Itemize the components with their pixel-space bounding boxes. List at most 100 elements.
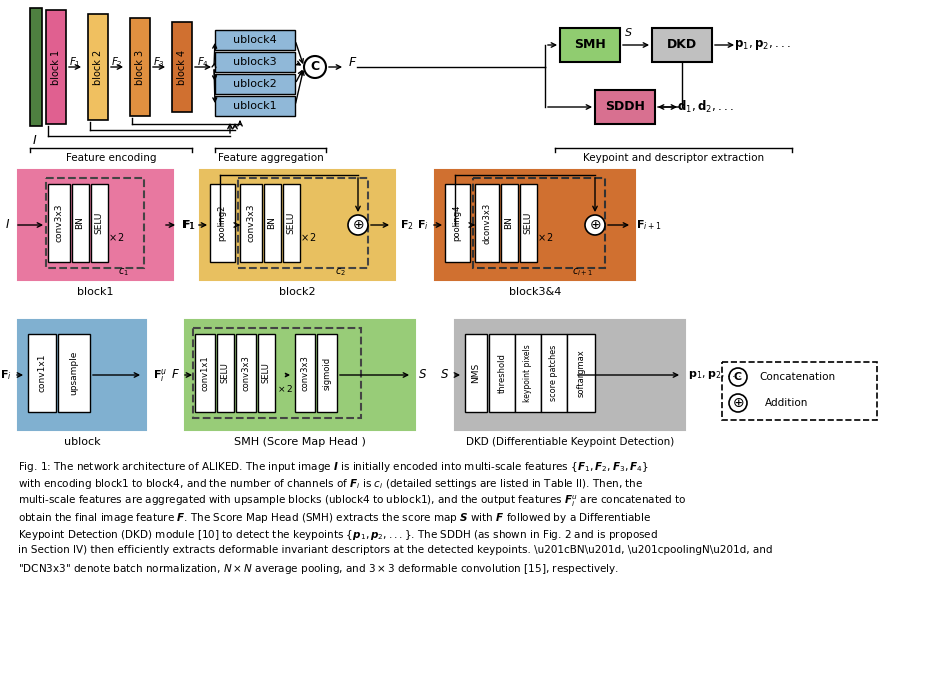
Text: $\times\,2$: $\times\,2$ bbox=[299, 231, 316, 243]
Bar bbox=[217, 334, 234, 412]
Text: DKD: DKD bbox=[666, 38, 696, 52]
Bar bbox=[514, 334, 541, 412]
Bar bbox=[240, 184, 262, 262]
Text: block 2: block 2 bbox=[93, 49, 103, 85]
Bar bbox=[58, 334, 89, 412]
Bar bbox=[195, 334, 215, 412]
Bar bbox=[238, 178, 367, 268]
Text: $\mathbf{F}_2$: $\mathbf{F}_2$ bbox=[400, 218, 413, 232]
Circle shape bbox=[585, 215, 605, 235]
Text: $F$: $F$ bbox=[170, 368, 179, 381]
Bar bbox=[171, 22, 191, 112]
Bar bbox=[474, 184, 499, 262]
Bar bbox=[88, 14, 108, 120]
Text: $S$: $S$ bbox=[624, 26, 632, 38]
Text: dconv3x3: dconv3x3 bbox=[482, 203, 491, 244]
Text: $c_2$: $c_2$ bbox=[334, 266, 345, 278]
Text: Concatenation: Concatenation bbox=[758, 372, 834, 382]
Text: multi-scale features are aggregated with upsample blocks (ublock4 to ublock1), a: multi-scale features are aggregated with… bbox=[18, 494, 685, 509]
Text: SELU: SELU bbox=[287, 212, 295, 234]
Text: $\oplus$: $\oplus$ bbox=[588, 218, 601, 232]
Text: SELU: SELU bbox=[261, 363, 270, 383]
Bar bbox=[215, 74, 295, 94]
Text: ublock2: ublock2 bbox=[233, 79, 277, 89]
Text: $\mathbf{F}_1$: $\mathbf{F}_1$ bbox=[181, 218, 195, 232]
Text: block1: block1 bbox=[77, 287, 113, 297]
Text: $F_2$: $F_2$ bbox=[111, 55, 123, 69]
Text: Addition: Addition bbox=[764, 398, 808, 408]
Text: Feature encoding: Feature encoding bbox=[66, 153, 156, 163]
Bar bbox=[465, 334, 486, 412]
Bar bbox=[594, 90, 654, 124]
Bar bbox=[200, 170, 394, 280]
Text: $S$: $S$ bbox=[440, 368, 449, 381]
Text: block 3: block 3 bbox=[135, 49, 145, 85]
Text: $\mathbf{p}_1, \mathbf{p}_2, ...$: $\mathbf{p}_1, \mathbf{p}_2, ...$ bbox=[733, 38, 789, 52]
Text: keypoint pixels: keypoint pixels bbox=[523, 344, 532, 402]
Text: block2: block2 bbox=[279, 287, 315, 297]
Text: ublock1: ublock1 bbox=[233, 101, 276, 111]
Bar bbox=[651, 28, 711, 62]
Bar bbox=[541, 334, 566, 412]
Circle shape bbox=[347, 215, 367, 235]
Text: $I$: $I$ bbox=[32, 133, 37, 146]
Bar bbox=[185, 320, 414, 430]
Bar bbox=[317, 334, 337, 412]
Text: DKD (Differentiable Keypoint Detection): DKD (Differentiable Keypoint Detection) bbox=[466, 437, 673, 447]
Text: C: C bbox=[310, 60, 319, 74]
Text: sigmoid: sigmoid bbox=[322, 357, 331, 390]
Bar bbox=[18, 320, 146, 430]
Bar bbox=[215, 30, 295, 50]
Text: $F_3$: $F_3$ bbox=[153, 55, 165, 69]
Text: $c_{i+1}$: $c_{i+1}$ bbox=[572, 266, 593, 278]
Text: $I$: $I$ bbox=[6, 218, 10, 232]
Bar bbox=[434, 170, 634, 280]
Text: $F$: $F$ bbox=[348, 56, 357, 69]
Bar bbox=[488, 334, 514, 412]
Bar bbox=[72, 184, 89, 262]
Circle shape bbox=[304, 56, 326, 78]
Text: SMH: SMH bbox=[573, 38, 605, 52]
Text: Fig. 1: The network architecture of ALIKED. The input image $\boldsymbol{I}$ is : Fig. 1: The network architecture of ALIK… bbox=[18, 460, 648, 474]
Bar bbox=[46, 178, 144, 268]
Text: SDDH: SDDH bbox=[605, 100, 645, 113]
Text: $\mathbf{p}_1, \mathbf{p}_2, ...$: $\mathbf{p}_1, \mathbf{p}_2, ...$ bbox=[687, 369, 742, 381]
Text: Feature aggregation: Feature aggregation bbox=[217, 153, 323, 163]
Bar bbox=[236, 334, 256, 412]
Text: threshold: threshold bbox=[497, 353, 506, 393]
Text: ublock3: ublock3 bbox=[233, 57, 276, 67]
Text: block 4: block 4 bbox=[177, 49, 187, 85]
Text: SMH (Score Map Head ): SMH (Score Map Head ) bbox=[234, 437, 366, 447]
Text: $\oplus$: $\oplus$ bbox=[731, 396, 744, 410]
Text: block 1: block 1 bbox=[51, 49, 61, 85]
Bar bbox=[454, 320, 684, 430]
Bar bbox=[520, 184, 536, 262]
Text: SELU: SELU bbox=[523, 212, 532, 234]
Text: obtain the final image feature $\boldsymbol{F}$. The Score Map Head (SMH) extrac: obtain the final image feature $\boldsym… bbox=[18, 511, 650, 525]
Bar bbox=[193, 328, 361, 418]
Text: "DCN3x3" denote batch normalization, $N \times N$ average pooling, and $3 \times: "DCN3x3" denote batch normalization, $N … bbox=[18, 562, 619, 576]
Bar bbox=[215, 52, 295, 72]
Text: $\mathbf{F}_{i+1}$: $\mathbf{F}_{i+1}$ bbox=[636, 218, 661, 232]
Text: $\oplus$: $\oplus$ bbox=[351, 218, 364, 232]
Bar bbox=[215, 96, 295, 116]
Text: $\times\,2$: $\times\,2$ bbox=[108, 231, 125, 243]
Text: SELU: SELU bbox=[220, 363, 229, 383]
Bar bbox=[18, 170, 173, 280]
Text: in Section IV) then efficiently extracts deformable invariant descriptors at the: in Section IV) then efficiently extracts… bbox=[18, 545, 772, 555]
Bar bbox=[46, 10, 66, 124]
Circle shape bbox=[728, 368, 746, 386]
Bar bbox=[445, 184, 469, 262]
Text: $\times\,2$: $\times\,2$ bbox=[536, 231, 553, 243]
Bar bbox=[560, 28, 620, 62]
Text: pooling2: pooling2 bbox=[217, 205, 227, 241]
Text: block3&4: block3&4 bbox=[508, 287, 561, 297]
Text: $c_1$: $c_1$ bbox=[117, 266, 129, 278]
Text: $F_1$: $F_1$ bbox=[69, 55, 81, 69]
Text: $\mathbf{F}_i$: $\mathbf{F}_i$ bbox=[417, 218, 428, 232]
Text: $\mathbf{F}_i$: $\mathbf{F}_i$ bbox=[0, 368, 11, 382]
Text: BN: BN bbox=[268, 216, 276, 229]
Text: Keypoint Detection (DKD) module [10] to detect the keypoints $\{\boldsymbol{p}_1: Keypoint Detection (DKD) module [10] to … bbox=[18, 528, 658, 542]
Bar bbox=[722, 362, 876, 420]
Bar bbox=[129, 18, 149, 116]
